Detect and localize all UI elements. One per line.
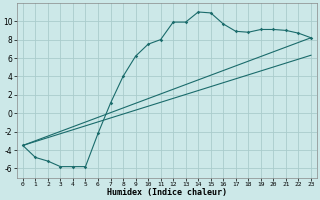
X-axis label: Humidex (Indice chaleur): Humidex (Indice chaleur) — [107, 188, 227, 197]
